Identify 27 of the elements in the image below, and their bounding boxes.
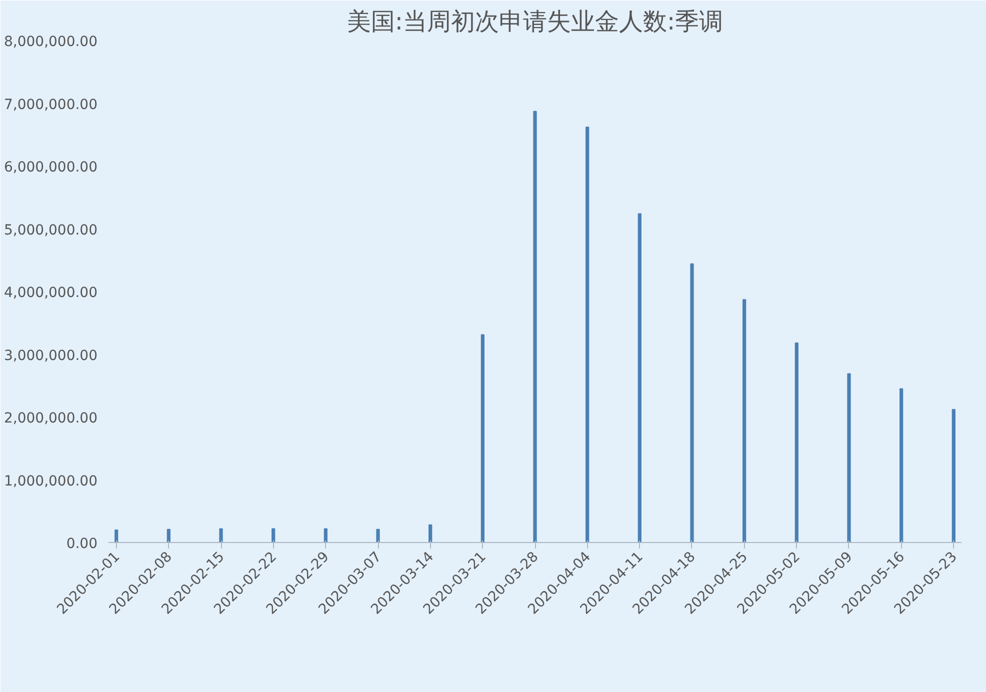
bar [690, 263, 694, 542]
bar [952, 408, 956, 542]
bar [324, 528, 328, 542]
bar [428, 524, 432, 542]
y-tick-label: 7,000,000.00 [4, 96, 98, 113]
y-tick-label: 0.00 [66, 536, 98, 552]
y-tick-label: 4,000,000.00 [4, 285, 98, 301]
bar [272, 528, 276, 542]
chart-title: 美国:当周初次申请失业金人数:季调 [346, 8, 724, 36]
bar [219, 528, 223, 542]
y-tick-label: 2,000,000.00 [4, 410, 98, 426]
bar [900, 388, 904, 542]
bar [794, 342, 798, 542]
bar [533, 110, 537, 542]
bar [114, 529, 118, 542]
y-tick-label: 8,000,000.00 [4, 34, 98, 50]
bar [586, 126, 590, 542]
y-tick-label: 6,000,000.00 [4, 160, 98, 176]
bar [847, 373, 851, 542]
bar [480, 334, 484, 542]
bar [376, 528, 380, 542]
bar [166, 528, 170, 542]
bar [742, 299, 746, 542]
y-tick-label: 1,000,000.00 [4, 473, 98, 490]
y-tick-label: 3,000,000.00 [4, 348, 98, 364]
bar [638, 213, 642, 542]
y-tick-label: 5,000,000.00 [4, 222, 98, 238]
